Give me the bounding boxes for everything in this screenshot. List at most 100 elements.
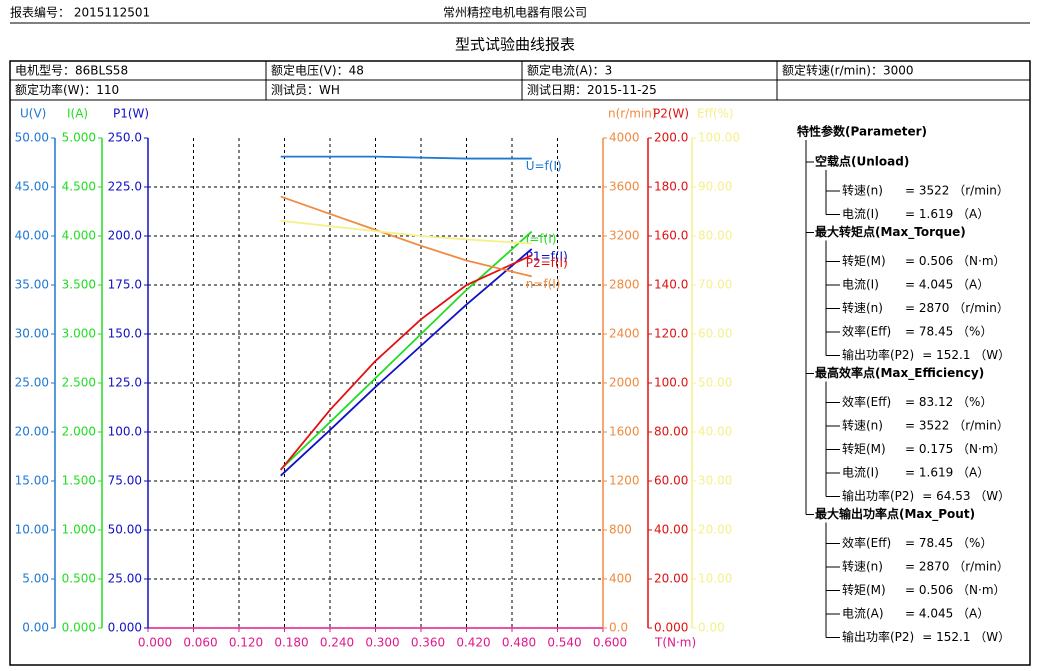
y-tick-label: 75.00	[108, 474, 142, 488]
param-label: 转速(n)	[842, 559, 883, 574]
series-label: n=f(I)	[526, 277, 561, 291]
series-line	[280, 254, 533, 471]
y-tick-label: 2800	[609, 278, 640, 292]
y-tick-label: 50.00	[108, 523, 142, 537]
param-value: = 152.1 （W）	[922, 630, 1010, 644]
y-tick-label: 50.00	[15, 131, 49, 145]
y-tick-label: 175.0	[108, 278, 142, 292]
param-value: = 1.619 （A）	[905, 466, 989, 480]
y-tick-label: 125.0	[108, 376, 142, 390]
y-tick-label: 3200	[609, 229, 640, 243]
param-label: 效率(Eff)	[842, 324, 891, 339]
y-tick-label: 0.0	[609, 621, 628, 635]
y-tick-label: 25.00	[15, 376, 49, 390]
y-tick-label: 160.0	[654, 229, 688, 243]
table-cell: 额定电流(A)：3	[527, 63, 612, 78]
series-line	[280, 219, 532, 245]
x-tick-label: 0.420	[456, 636, 490, 650]
y-tick-label: 150.0	[108, 327, 142, 341]
y-tick-label: 1200	[609, 474, 640, 488]
table-cell: 测试员：WH	[271, 82, 340, 97]
y-tick-label: 1.500	[62, 474, 96, 488]
param-group: 最高效率点(Max_Efficiency)	[815, 365, 984, 381]
param-group: 空载点(Unload)	[815, 154, 909, 169]
y-tick-label: 4.000	[62, 229, 96, 243]
y-axis-label: P2(W)	[653, 107, 689, 121]
table-cell: 额定转速(r/min)：3000	[782, 63, 914, 78]
param-value: = 2870 （r/min）	[905, 301, 1009, 315]
param-value: = 0.175 （N·m）	[905, 442, 1006, 456]
y-tick-label: 60.00	[698, 327, 732, 341]
table-cell: 电机型号：86BLS58	[15, 64, 128, 78]
x-tick-label: 0.540	[547, 636, 581, 650]
y-tick-label: 70.00	[698, 278, 732, 292]
param-label: 效率(Eff)	[842, 394, 891, 409]
param-value: = 78.45 （%）	[905, 536, 992, 550]
y-tick-label: 60.00	[654, 474, 688, 488]
y-tick-label: 400	[609, 572, 632, 586]
y-tick-label: 80.00	[654, 425, 688, 439]
y-tick-label: 4000	[609, 131, 640, 145]
y-tick-label: 20.00	[654, 572, 688, 586]
y-tick-label: 4.500	[62, 180, 96, 194]
series-label: I=f(I)	[526, 232, 557, 246]
y-tick-label: 45.00	[15, 180, 49, 194]
y-axis-label: n(r/min)	[608, 107, 657, 121]
y-tick-label: 15.00	[15, 474, 49, 488]
y-tick-label: 10.00	[15, 523, 49, 537]
param-label: 转速(n)	[842, 183, 883, 198]
y-tick-label: 1.000	[62, 523, 96, 537]
x-axis-label: T(N·m)	[654, 636, 696, 650]
param-label: 输出功率(P2)	[842, 629, 914, 644]
y-tick-label: 10.00	[698, 572, 732, 586]
series-line	[280, 195, 532, 278]
y-tick-label: 5.00	[22, 572, 49, 586]
param-value: = 4.045 （A）	[905, 278, 989, 292]
y-tick-label: 225.0	[108, 180, 142, 194]
y-tick-label: 140.0	[654, 278, 688, 292]
param-label: 转速(n)	[842, 300, 883, 315]
y-tick-label: 200.0	[108, 229, 142, 243]
y-tick-label: 0.000	[108, 621, 142, 635]
param-label: 电流(I)	[842, 466, 879, 480]
y-tick-label: 40.00	[698, 425, 732, 439]
y-axis-label: U(V)	[20, 107, 46, 121]
table-cell: 额定功率(W)：110	[15, 82, 119, 97]
y-tick-label: 3.500	[62, 278, 96, 292]
y-tick-label: 0.00	[22, 621, 49, 635]
y-axis-label: Eff(%)	[697, 107, 734, 121]
param-value: = 0.506 （N·m）	[905, 583, 1006, 597]
x-tick-label: 0.600	[593, 636, 627, 650]
y-tick-label: 3600	[609, 180, 640, 194]
param-label: 电流(I)	[842, 207, 879, 221]
y-tick-label: 20.00	[698, 523, 732, 537]
y-tick-label: 35.00	[15, 278, 49, 292]
param-value: = 64.53 （W）	[922, 489, 1010, 503]
param-label: 转矩(M)	[842, 253, 886, 268]
y-axis-label: I(A)	[67, 107, 88, 121]
y-tick-label: 90.00	[698, 180, 732, 194]
report-no: 报表编号： 2015112501	[10, 5, 150, 20]
param-value: = 152.1 （W）	[922, 348, 1010, 362]
y-tick-label: 100.00	[698, 131, 740, 145]
x-tick-label: 0.360	[411, 636, 445, 650]
param-value: = 78.45 （%）	[905, 325, 992, 339]
report-title: 型式试验曲线报表	[455, 36, 575, 54]
param-value: = 1.619 （A）	[905, 207, 989, 221]
y-tick-label: 80.00	[698, 229, 732, 243]
x-tick-label: 0.000	[138, 636, 172, 650]
y-tick-label: 20.00	[15, 425, 49, 439]
y-tick-label: 100.0	[108, 425, 142, 439]
x-tick-label: 0.300	[365, 636, 399, 650]
series-line	[280, 248, 533, 477]
table-cell: 测试日期：2015-11-25	[527, 82, 657, 97]
series-label: U=f(I)	[526, 159, 562, 173]
param-title: 特性参数(Parameter)	[797, 124, 927, 139]
param-label: 转矩(M)	[842, 582, 886, 597]
y-tick-label: 0.000	[654, 621, 688, 635]
param-label: 转速(n)	[842, 418, 883, 433]
y-tick-label: 2400	[609, 327, 640, 341]
y-tick-label: 250.0	[108, 131, 142, 145]
param-group: 最大转矩点(Max_Torque)	[815, 224, 966, 240]
y-tick-label: 40.00	[15, 229, 49, 243]
